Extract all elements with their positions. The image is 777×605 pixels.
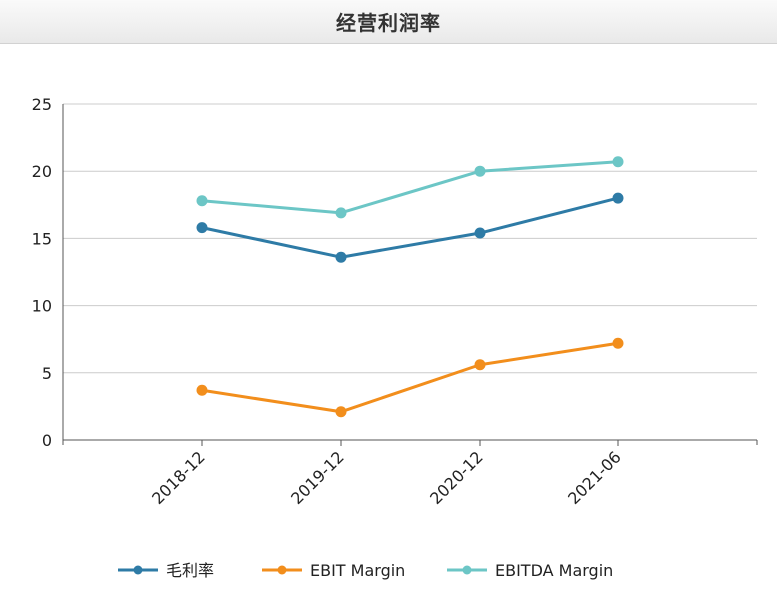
y-tick-label: 20 — [32, 162, 52, 181]
legend-label: 毛利率 — [166, 561, 214, 580]
data-point — [612, 156, 624, 168]
data-point — [335, 207, 347, 219]
x-tick-label: 2021-06 — [564, 447, 625, 508]
y-tick-label: 0 — [42, 431, 52, 450]
x-tick-label: 2020-12 — [426, 447, 487, 508]
data-point — [612, 337, 624, 349]
chart-header: 经营利润率 — [0, 0, 777, 44]
data-point — [335, 251, 347, 263]
legend-label: EBITDA Margin — [495, 561, 613, 580]
data-point — [196, 195, 208, 207]
series-line — [201, 196, 619, 259]
data-point — [335, 406, 347, 418]
x-tick-label: 2018-12 — [148, 447, 209, 508]
data-point — [474, 165, 486, 177]
legend-swatch-marker — [133, 565, 143, 575]
data-point — [196, 222, 208, 234]
data-point — [474, 227, 486, 239]
y-tick-label: 15 — [32, 229, 52, 248]
x-tick-label: 2019-12 — [287, 447, 348, 508]
legend-swatch-marker — [462, 565, 472, 575]
y-tick-label: 5 — [42, 364, 52, 383]
line-chart: 0 5 10 15 20 25 2018-12 2019-12 2020-12 2021-06 毛利… — [32, 95, 758, 580]
data-point — [612, 192, 624, 204]
data-point — [474, 359, 486, 371]
legend-label: EBIT Margin — [310, 561, 405, 580]
y-tick-label: 25 — [32, 95, 52, 114]
legend-swatch-marker — [277, 565, 287, 575]
y-tick-label: 10 — [32, 297, 52, 316]
series-line — [201, 341, 619, 414]
series-line — [201, 160, 619, 215]
data-point — [196, 384, 208, 396]
chart-title: 经营利润率 — [336, 11, 441, 35]
